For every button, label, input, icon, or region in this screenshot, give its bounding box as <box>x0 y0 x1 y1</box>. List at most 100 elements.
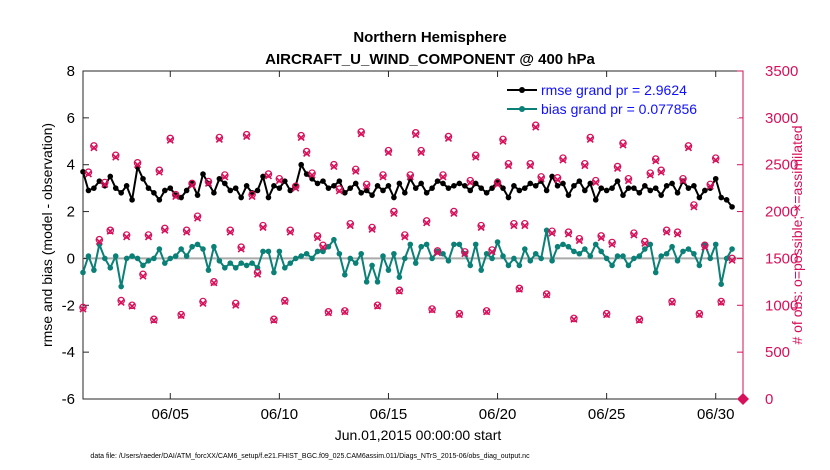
rmse-point <box>576 178 583 184</box>
possible-obs-point <box>106 226 115 235</box>
assimilated-obs-point <box>624 177 633 185</box>
assimilated-obs-point <box>717 298 725 307</box>
bias-point <box>232 265 239 271</box>
rmse-point <box>107 173 114 180</box>
bias-point <box>287 260 294 266</box>
possible-obs-point <box>602 309 611 318</box>
bias-point <box>85 253 92 259</box>
assimilated-obs-point <box>690 203 698 211</box>
rmse-point <box>532 183 539 189</box>
assimilated-obs-point <box>95 237 103 246</box>
possible-obs-point <box>537 173 545 181</box>
assimilated-obs-point <box>477 223 485 232</box>
assimilated-obs-point <box>183 228 191 236</box>
possible-obs-point <box>548 227 556 236</box>
assimilated-obs-point <box>324 309 333 317</box>
assimilated-obs-point <box>335 187 343 195</box>
rmse-point <box>162 187 168 194</box>
possible-obs-point <box>302 147 311 156</box>
rmse-point <box>696 194 703 201</box>
bias-point <box>532 250 539 257</box>
rmse-point <box>140 175 146 182</box>
assimilated-obs-point <box>553 176 562 184</box>
bias-point <box>652 269 659 276</box>
bias-point <box>603 255 610 262</box>
bias-point <box>200 246 206 252</box>
possible-obs-point <box>319 241 327 250</box>
assimilated-obs-point <box>679 177 687 185</box>
bias-point <box>516 262 523 269</box>
assimilated-obs-point <box>253 270 262 278</box>
bias-point <box>598 248 604 255</box>
rmse-point <box>614 178 621 184</box>
assimilated-obs-point <box>613 164 622 173</box>
assimilated-obs-point <box>684 144 693 152</box>
assimilated-obs-point <box>270 316 278 324</box>
assimilated-obs-point <box>406 173 414 181</box>
bias-point <box>429 255 435 262</box>
assimilated-obs-point <box>695 311 703 319</box>
bias-point <box>718 281 724 288</box>
rmse-point <box>505 194 512 201</box>
rmse-point <box>91 185 97 191</box>
y-tick-label: 4 <box>67 157 75 174</box>
bias-point <box>560 241 566 248</box>
plot-area <box>82 70 744 400</box>
possible-obs-point <box>630 229 638 237</box>
rmse-point <box>331 183 337 189</box>
possible-obs-point <box>553 174 562 182</box>
rmse-point <box>554 183 561 189</box>
bias-point <box>467 262 474 269</box>
chart-title: Northern Hemisphere <box>353 29 506 46</box>
y2-tick-label: 2500 <box>765 157 798 174</box>
bias-point <box>325 243 332 250</box>
bias-point <box>402 255 408 262</box>
rmse-point <box>582 187 588 194</box>
assimilated-obs-point <box>483 308 491 316</box>
assimilated-obs-point <box>139 272 147 280</box>
assimilated-obs-point <box>412 131 420 139</box>
bias-point <box>102 255 108 262</box>
bias-point <box>156 246 163 252</box>
bias-point <box>363 279 370 285</box>
possible-obs-point <box>619 139 627 147</box>
bias-point <box>358 250 364 257</box>
possible-obs-point <box>690 201 698 209</box>
y-tick-label: -6 <box>62 391 75 408</box>
rmse-point <box>178 194 184 201</box>
assimilated-obs-point <box>641 239 649 247</box>
bias-point <box>320 248 326 255</box>
rmse-point <box>445 185 452 191</box>
bias-point <box>238 260 244 266</box>
rmse-point <box>522 185 528 191</box>
legend-rmse-marker <box>519 87 525 93</box>
rmse-point <box>636 190 643 196</box>
possible-obs-point <box>542 290 551 298</box>
bias-point <box>249 260 255 266</box>
assimilated-obs-point <box>543 291 551 299</box>
possible-obs-point <box>188 179 196 188</box>
possible-obs-point <box>504 159 513 168</box>
y2-axis-label: # of obs: o=possible; ×=assimilated <box>789 125 805 344</box>
rmse-point <box>440 180 446 187</box>
possible-obs-point <box>493 178 502 187</box>
bias-point <box>183 253 190 259</box>
assimilated-obs-point <box>341 308 349 316</box>
assimilated-obs-point <box>144 233 153 241</box>
assimilated-obs-point <box>128 302 136 310</box>
x-axis-label: Jun.01,2015 00:00:00 start <box>335 427 502 443</box>
possible-obs-point <box>297 131 305 140</box>
bias-point <box>707 255 714 262</box>
bias-point <box>663 250 670 257</box>
possible-obs-point <box>461 248 469 256</box>
assimilated-obs-point <box>330 163 338 171</box>
assimilated-obs-point <box>635 316 643 324</box>
rmse-point <box>211 190 217 196</box>
y2-tick-label: 1000 <box>765 297 798 314</box>
rmse-point <box>402 190 408 196</box>
bias-point <box>107 265 114 271</box>
chart-subtitle: AIRCRAFT_U_WIND_COMPONENT @ 400 hPa <box>265 51 595 68</box>
rmse-point <box>609 185 615 191</box>
bias-point <box>723 255 730 262</box>
